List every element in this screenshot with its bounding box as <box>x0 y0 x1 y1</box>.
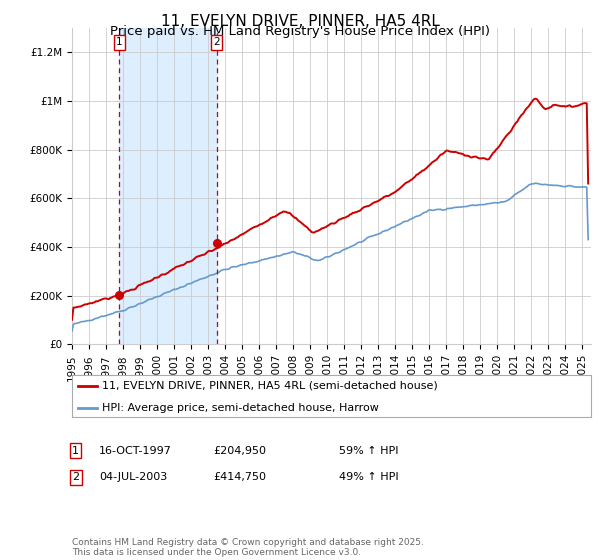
Text: 04-JUL-2003: 04-JUL-2003 <box>99 472 167 482</box>
Text: 16-OCT-1997: 16-OCT-1997 <box>99 446 172 456</box>
Text: HPI: Average price, semi-detached house, Harrow: HPI: Average price, semi-detached house,… <box>101 403 379 413</box>
Text: 2: 2 <box>72 472 79 482</box>
Text: 11, EVELYN DRIVE, PINNER, HA5 4RL: 11, EVELYN DRIVE, PINNER, HA5 4RL <box>161 14 439 29</box>
Text: 2: 2 <box>214 38 220 48</box>
Text: 49% ↑ HPI: 49% ↑ HPI <box>339 472 398 482</box>
Text: 1: 1 <box>72 446 79 456</box>
Bar <box>119 28 217 344</box>
Text: Price paid vs. HM Land Registry's House Price Index (HPI): Price paid vs. HM Land Registry's House … <box>110 25 490 38</box>
Text: 59% ↑ HPI: 59% ↑ HPI <box>339 446 398 456</box>
Text: £204,950: £204,950 <box>213 446 266 456</box>
Text: Contains HM Land Registry data © Crown copyright and database right 2025.
This d: Contains HM Land Registry data © Crown c… <box>72 538 424 557</box>
Text: £414,750: £414,750 <box>213 472 266 482</box>
Text: 11, EVELYN DRIVE, PINNER, HA5 4RL (semi-detached house): 11, EVELYN DRIVE, PINNER, HA5 4RL (semi-… <box>101 381 437 391</box>
Text: 1: 1 <box>116 38 123 48</box>
